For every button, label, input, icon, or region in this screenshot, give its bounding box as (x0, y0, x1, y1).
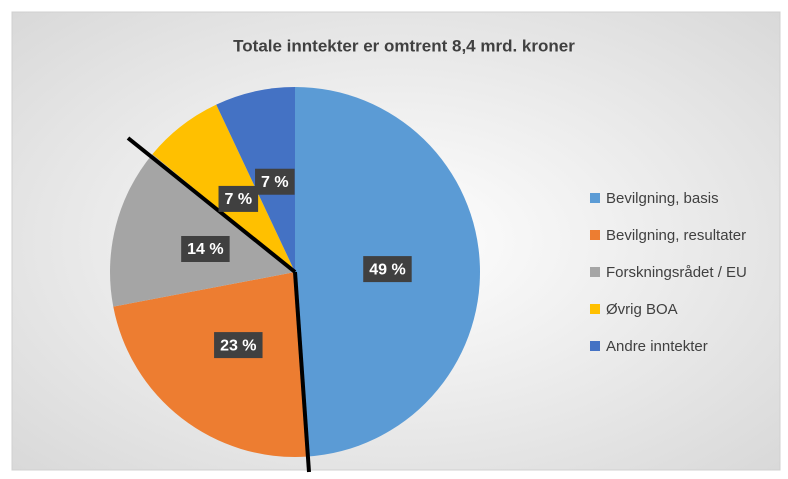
pie-slice (110, 154, 295, 307)
legend-label: Bevilgning, basis (606, 190, 719, 207)
legend-swatch (590, 230, 600, 240)
data-label-box (255, 168, 295, 195)
data-label-box (218, 185, 259, 212)
data-label-box (181, 235, 230, 262)
data-label: 7 % (225, 191, 253, 208)
data-label-box (214, 332, 263, 359)
chart-title: Totale inntekter er omtrent 8,4 mrd. kro… (233, 36, 575, 55)
legend: Bevilgning, basis Bevilgning, resultater F… (590, 190, 747, 355)
data-label: 14 % (187, 241, 223, 258)
legend-swatch (590, 304, 600, 314)
data-labels: 49 % 23 % 14 % 7 % 7 % (181, 168, 412, 359)
annotation-line (126, 136, 297, 274)
data-label-box (363, 256, 412, 283)
legend-label: Bevilgning, resultater (606, 227, 746, 244)
legend-swatch (590, 193, 600, 203)
annotation-line (293, 271, 311, 473)
legend-label: Andre inntekter (606, 338, 708, 355)
legend-label: Forskningsrådet / EU (606, 264, 747, 281)
data-label: 23 % (220, 337, 256, 354)
legend-label: Øvrig BOA (606, 301, 678, 318)
data-label: 7 % (261, 174, 289, 191)
legend-swatch (590, 341, 600, 351)
data-label: 49 % (369, 261, 405, 278)
pie-slice (113, 272, 307, 458)
legend-swatch (590, 267, 600, 277)
